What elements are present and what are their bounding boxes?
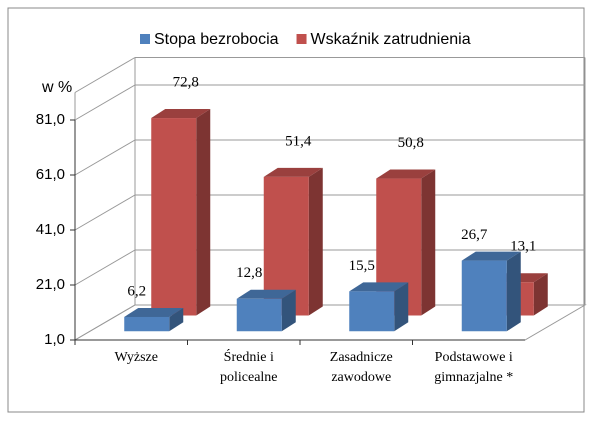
value-label: 72,8: [173, 74, 199, 90]
bar: [236, 289, 296, 332]
bar-side: [169, 307, 184, 332]
value-label: 13,1: [510, 239, 536, 255]
bar: [263, 167, 323, 316]
bar: [461, 251, 521, 332]
bar-front: [349, 291, 395, 332]
bar-front: [151, 118, 197, 316]
value-label: 6,2: [127, 283, 146, 299]
bar-front: [236, 298, 282, 332]
bar-top: [376, 169, 436, 179]
bar-side: [394, 282, 409, 332]
bar-side: [506, 251, 521, 332]
x-tick-label: Wyższe: [115, 350, 158, 365]
bar-side: [196, 109, 211, 316]
y-tick-label: 21,0: [36, 276, 65, 293]
legend-swatch: [140, 34, 150, 44]
x-tick-label-line: Średnie i: [224, 348, 274, 365]
value-label: 51,4: [285, 133, 312, 149]
x-tick-label: Zasadnicze zawodowe: [330, 350, 393, 385]
bar-top: [349, 282, 409, 292]
bar-top: [461, 251, 521, 261]
wall-top: [74, 57, 136, 93]
bar-top: [124, 307, 184, 317]
value-label: 15,5: [349, 258, 375, 274]
bar: [349, 282, 409, 332]
bar-top: [236, 289, 296, 299]
bar-top: [263, 167, 323, 177]
x-tick-label: Średnie i policealne: [220, 348, 278, 385]
y-tick-label: 61,0: [36, 166, 65, 183]
legend-label: Wskaźnik zatrudnienia: [311, 31, 471, 48]
value-label: 26,7: [461, 227, 488, 243]
bar-front: [461, 260, 507, 332]
x-tick-label-line: Wyższe: [115, 350, 158, 365]
grid-line: [74, 139, 585, 176]
x-tick-label-line: policealne: [220, 370, 278, 385]
legend-swatch: [296, 34, 307, 44]
bar-side: [308, 167, 323, 316]
x-tick-label-line: gimnazjalne *: [434, 370, 513, 385]
y-tick-label: 41,0: [36, 221, 65, 238]
y-axis-label: w %: [41, 79, 72, 96]
legend-label: Stopa bezrobocia: [154, 31, 279, 48]
value-label: 50,8: [398, 135, 424, 151]
bar-top: [151, 109, 211, 119]
grid-line: [74, 84, 585, 121]
x-tick-label-line: Zasadnicze: [330, 350, 393, 365]
bar-side: [533, 273, 548, 316]
y-tick-label: 81,0: [36, 111, 65, 128]
bar-side: [281, 289, 296, 332]
bar: [124, 307, 184, 332]
x-tick-label: Podstawowe i gimnazjalne *: [434, 350, 513, 385]
y-tick-label: 1,0: [44, 331, 65, 348]
x-tick-label-line: zawodowe: [331, 370, 391, 385]
bar: [151, 109, 211, 316]
bar-side: [421, 169, 436, 316]
bar-front: [124, 316, 170, 332]
x-tick-label-line: Podstawowe i: [435, 350, 513, 365]
value-label: 12,8: [236, 265, 262, 281]
